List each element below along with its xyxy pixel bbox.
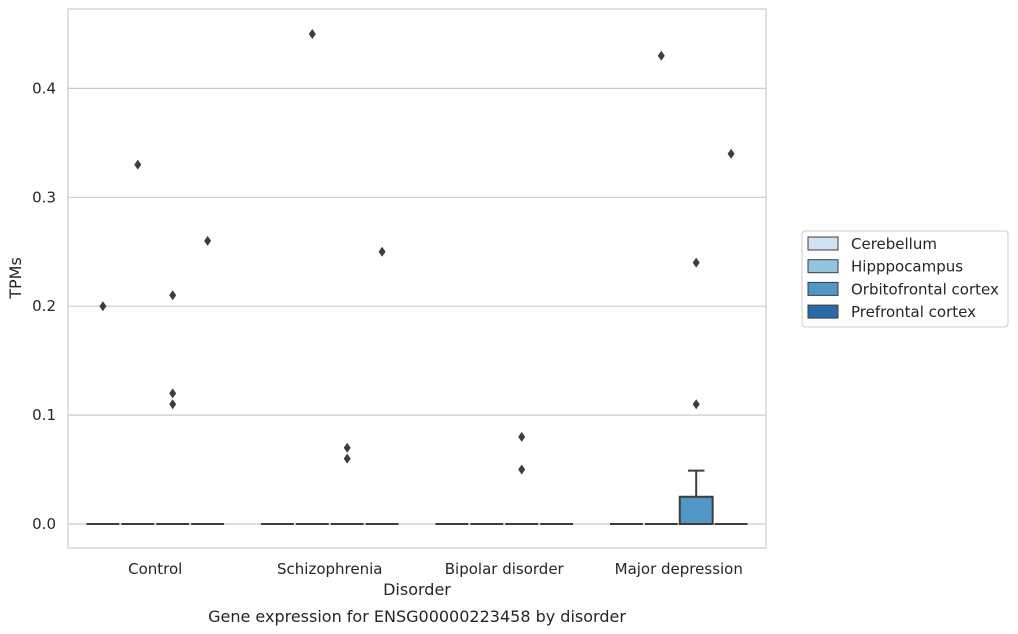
legend-swatch (807, 281, 839, 296)
outlier-point (657, 50, 665, 61)
legend-swatch (807, 236, 839, 251)
outlier-point (308, 28, 316, 39)
legend-swatch (807, 304, 839, 319)
outliers-layer (99, 28, 735, 475)
outlier-point (727, 148, 735, 159)
outlier-point (343, 442, 351, 453)
outlier-point (378, 246, 386, 257)
plot-area-frame (67, 8, 767, 549)
boxes-layer (86, 469, 748, 525)
x-tick-label: Major depression (615, 560, 743, 578)
outlier-point (204, 235, 212, 246)
legend-label: Orbitofrontal cortex (851, 280, 999, 298)
outlier-point (169, 388, 177, 399)
legend-label: Prefrontal cortex (851, 303, 976, 321)
y-tick-label: 0.4 (32, 79, 56, 97)
outlier-point (169, 290, 177, 301)
y-tick-label: 0.2 (32, 297, 56, 315)
y-axis-label: TPMs (6, 257, 25, 300)
legend-label: Cerebellum (851, 235, 937, 253)
y-tick-labels: 0.0 0.1 0.2 0.3 0.4 (32, 79, 56, 533)
legend-label: Hipppocampus (851, 258, 963, 276)
outlier-point (692, 257, 700, 268)
legend-frame (801, 230, 1009, 328)
outlier-point (169, 399, 177, 410)
outlier-point (518, 464, 526, 475)
outlier-point (99, 301, 107, 312)
x-tick-label: Bipolar disorder (445, 560, 565, 578)
legend: Cerebellum Hipppocampus Orbitofrontal cort… (801, 230, 1009, 328)
outlier-point (692, 399, 700, 410)
grid-lines (68, 87, 766, 525)
chart-caption: Gene expression for ENSG00000223458 by d… (208, 607, 626, 626)
y-tick-label: 0.3 (32, 188, 56, 206)
y-tick-label: 0.1 (32, 406, 56, 424)
box-body (678, 495, 714, 525)
outlier-point (134, 159, 142, 170)
x-tick-labels: Control Schizophrenia Bipolar disorder Majo… (128, 560, 743, 578)
x-axis-label: Disorder (383, 580, 451, 599)
x-tick-label: Control (128, 560, 182, 578)
y-tick-label: 0.0 (32, 515, 56, 533)
outlier-point (518, 431, 526, 442)
x-tick-label: Schizophrenia (277, 560, 382, 578)
outlier-point (343, 453, 351, 464)
legend-swatch (807, 259, 839, 274)
